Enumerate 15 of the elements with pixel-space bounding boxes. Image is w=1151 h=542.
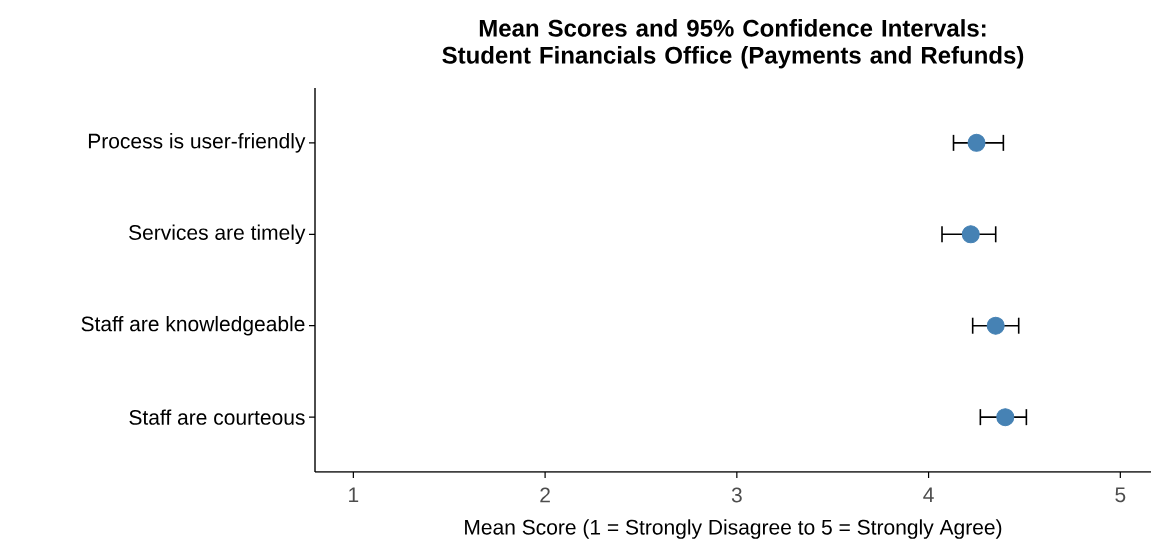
x-tick-label: 4: [923, 487, 934, 502]
point: [967, 133, 986, 152]
point: [996, 408, 1015, 427]
x-axis-title: Mean Score (1 = Strongly Disagree to 5 = Strongly Agree): [465, 519, 1002, 539]
y-tick-label: Staff are knowledgeable: [81, 315, 305, 336]
y-tick-label: Staff are courteous: [129, 409, 305, 425]
x-tick-label: 1: [349, 487, 359, 502]
point: [986, 316, 1005, 335]
chart-title: Mean Scores and 95% Confidence Intervals: Student Financials Office (Payments and Refunds): [442, 19, 1024, 69]
x-tick-label: 5: [1115, 487, 1126, 503]
point: [961, 225, 980, 244]
y-tick-label: Services are timely: [129, 224, 306, 245]
x-tick-label: 2: [540, 487, 550, 503]
y-tick-label: Process is user-friendly: [88, 133, 306, 153]
x-tick-label: 3: [731, 487, 742, 503]
